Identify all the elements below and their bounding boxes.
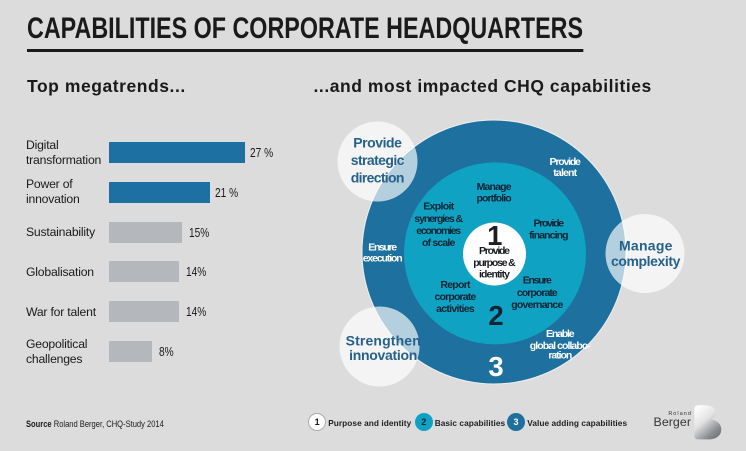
svg-text:Ensure: Ensure: [523, 275, 552, 287]
svg-text:activities: activities: [436, 303, 475, 315]
svg-text:portfolio: portfolio: [477, 192, 512, 204]
svg-text:governance: governance: [511, 299, 563, 311]
svg-text:direction: direction: [351, 169, 405, 185]
svg-text:Provide: Provide: [353, 135, 402, 151]
svg-text:Provide: Provide: [479, 245, 510, 257]
svg-text:Manage: Manage: [619, 237, 673, 253]
svg-text:1: 1: [487, 220, 502, 251]
svg-text:Strengthen: Strengthen: [346, 333, 421, 349]
svg-text:complexity: complexity: [611, 253, 681, 269]
svg-text:corporate: corporate: [517, 287, 558, 299]
svg-text:ration: ration: [548, 350, 572, 362]
svg-text:Provide: Provide: [534, 218, 565, 230]
svg-text:Ensure: Ensure: [368, 242, 397, 254]
svg-text:economies: economies: [416, 225, 461, 237]
svg-text:global collabo-: global collabo-: [530, 340, 592, 352]
svg-text:strategic: strategic: [351, 152, 405, 168]
svg-text:3: 3: [488, 351, 503, 382]
svg-text:2: 2: [488, 300, 503, 331]
svg-text:Enable: Enable: [546, 328, 575, 340]
svg-text:Exploit: Exploit: [423, 201, 455, 213]
svg-text:identity: identity: [479, 269, 510, 281]
svg-text:execution: execution: [363, 252, 403, 264]
svg-text:talent: talent: [553, 167, 577, 179]
svg-text:innovation: innovation: [349, 347, 417, 363]
svg-text:Report: Report: [440, 279, 471, 291]
svg-text:corporate: corporate: [435, 291, 477, 303]
svg-text:Provide: Provide: [550, 156, 582, 168]
svg-text:of scale: of scale: [422, 237, 455, 249]
svg-text:Manage: Manage: [477, 181, 512, 193]
svg-text:financing: financing: [529, 230, 568, 242]
svg-text:synergies &: synergies &: [414, 213, 463, 225]
svg-text:purpose &: purpose &: [473, 257, 516, 269]
